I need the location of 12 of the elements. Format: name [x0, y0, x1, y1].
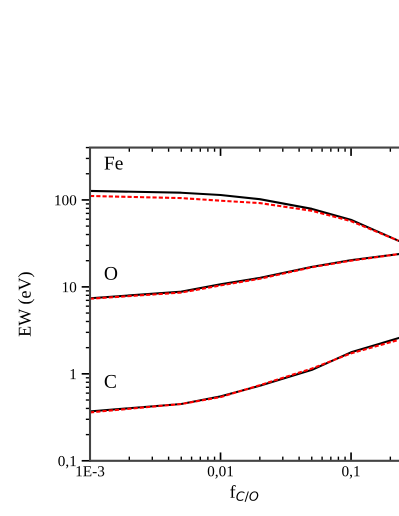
y-tick-label: 10	[62, 282, 76, 292]
x-tick-label: 0,01	[208, 466, 233, 479]
y-tick-label: 1	[70, 369, 76, 380]
annotation: Fe	[104, 156, 123, 170]
y-axis-title: EW (eV)	[18, 272, 34, 336]
annotation: O	[104, 266, 118, 280]
annotation: C	[104, 374, 116, 388]
y-tick-label: 0,1	[58, 456, 76, 468]
x-tick-label: 1E-3	[76, 466, 104, 476]
y-tick-label: 100	[55, 195, 76, 206]
x-tick-label: 0,1	[342, 466, 360, 479]
x-axis-title: f$_{C/O}$	[230, 485, 258, 502]
